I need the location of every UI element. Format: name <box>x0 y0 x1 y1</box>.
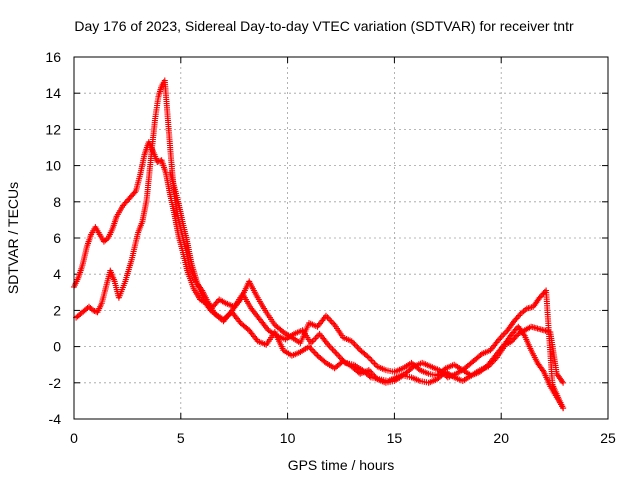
y-tick-label: 4 <box>53 266 61 282</box>
y-tick-label: 10 <box>45 158 61 174</box>
y-tick-label: 2 <box>53 302 61 318</box>
data-point <box>332 349 339 356</box>
data-points <box>71 77 567 412</box>
y-tick-label: -4 <box>49 411 62 427</box>
data-point <box>328 344 334 351</box>
data-point <box>511 328 518 334</box>
data-point <box>310 337 317 343</box>
y-tick-label: 0 <box>53 339 61 355</box>
data-point <box>354 344 361 351</box>
data-point <box>484 362 490 369</box>
data-point <box>367 356 374 362</box>
data-point <box>370 359 376 365</box>
data-point <box>127 193 134 200</box>
y-axis-label: SDTVAR / TECUs <box>5 182 21 294</box>
data-point <box>330 347 337 354</box>
data-point <box>321 358 328 365</box>
y-tick-label: 14 <box>45 85 61 101</box>
data-point <box>333 350 340 357</box>
x-tick-label: 20 <box>493 430 509 446</box>
data-point <box>311 349 318 356</box>
x-tick-label: 5 <box>177 430 185 446</box>
data-point <box>310 348 317 355</box>
x-tick-label: 15 <box>387 430 403 446</box>
data-point <box>560 405 567 412</box>
y-tick-label: -2 <box>49 375 62 391</box>
y-tick-label: 16 <box>45 49 61 65</box>
x-axis-label: GPS time / hours <box>288 457 395 473</box>
data-point <box>120 202 127 209</box>
y-tick-label: 8 <box>53 194 61 210</box>
grid-layer <box>74 57 608 419</box>
data-point <box>415 365 422 372</box>
y-tick-label: 6 <box>53 230 61 246</box>
data-point <box>512 333 519 340</box>
data-point <box>278 327 285 334</box>
data-point <box>477 352 484 358</box>
data-point <box>307 345 314 352</box>
x-tick-label: 0 <box>70 430 78 446</box>
data-point <box>501 330 508 337</box>
tick-layer: -4 -2 0 2 4 6 8 10 12 14 16 0 5 10 15 20 25 <box>45 49 616 446</box>
data-point <box>353 342 359 349</box>
data-point <box>328 318 335 325</box>
data-point <box>351 341 358 348</box>
data-point <box>90 307 97 314</box>
data-point <box>329 346 336 353</box>
data-point <box>313 351 320 358</box>
data-point <box>536 294 543 301</box>
plot-frame <box>73 56 609 420</box>
y-tick-label: 12 <box>45 121 61 137</box>
data-point <box>512 316 519 323</box>
data-point <box>122 199 129 206</box>
data-point <box>371 360 378 367</box>
data-point <box>560 379 567 386</box>
x-tick-label: 10 <box>280 430 296 446</box>
x-tick-label: 25 <box>600 430 616 446</box>
data-point <box>368 357 375 364</box>
chart-title: Day 176 of 2023, Sidereal Day-to-day VTE… <box>74 18 574 34</box>
